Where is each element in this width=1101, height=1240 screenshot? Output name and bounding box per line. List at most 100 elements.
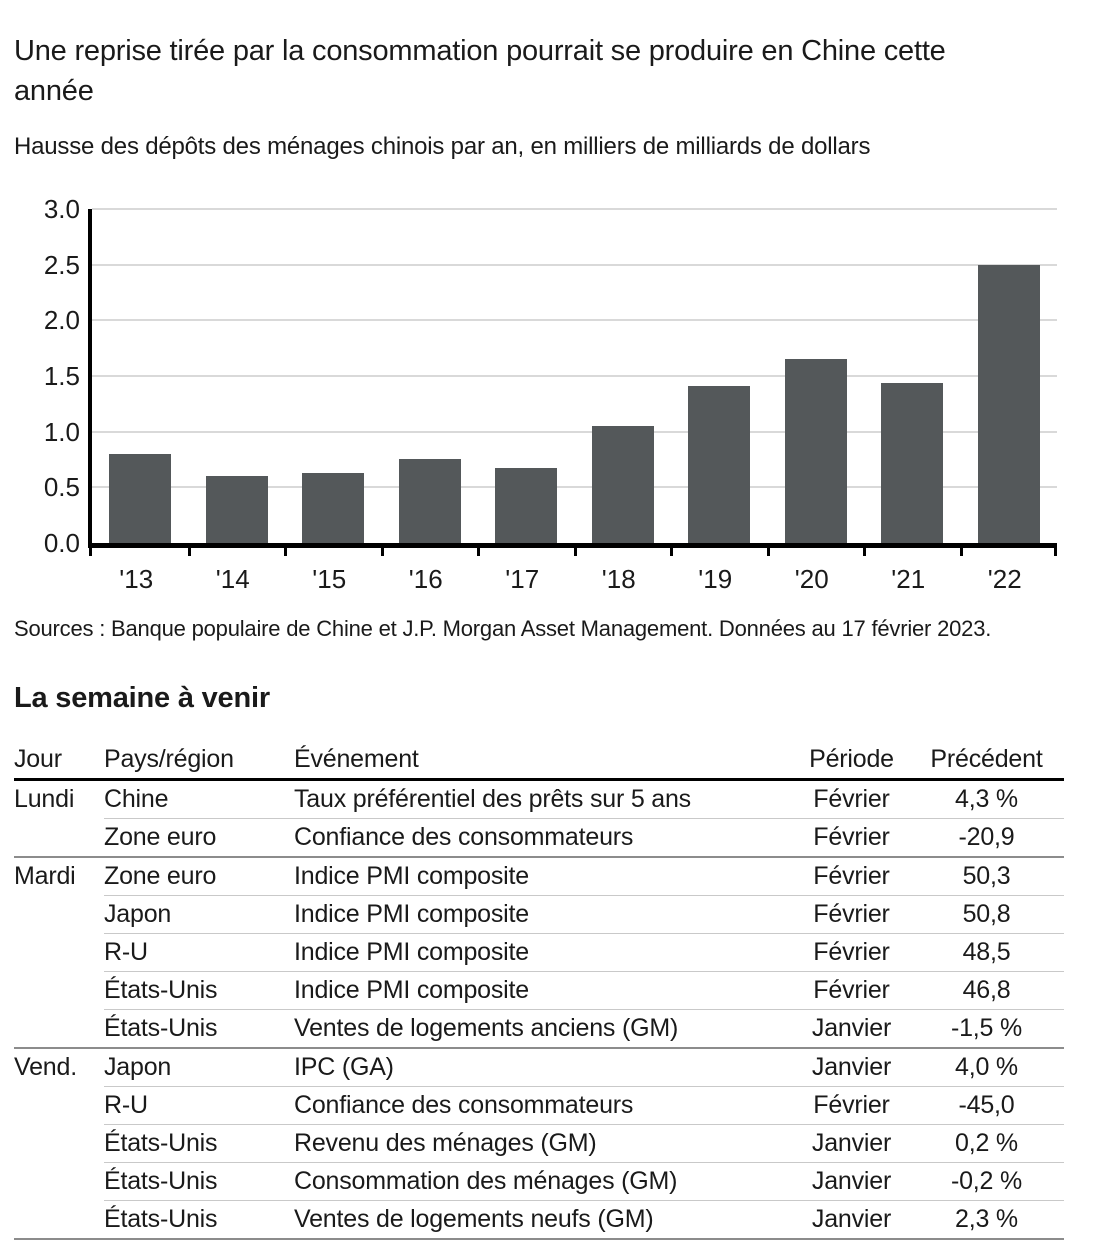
cell-region: Japon bbox=[104, 894, 294, 933]
bar-'16 bbox=[398, 459, 461, 543]
bar-'13 bbox=[109, 453, 172, 543]
bar-slot bbox=[961, 209, 1058, 543]
cell-event: Taux préférentiel des prêts sur 5 ans bbox=[294, 784, 691, 813]
chart-plot-area: 0.0 0.5 1.0 1.5 2.0 2.5 3.0 bbox=[44, 195, 1057, 557]
cell-event: Confiance des consommateurs bbox=[294, 1085, 794, 1124]
x-axis-tick bbox=[573, 547, 577, 556]
x-axis-tick bbox=[959, 547, 963, 556]
x-tick-label: '19 bbox=[698, 563, 733, 594]
cell-region: Zone euro bbox=[104, 817, 294, 856]
x-axis-tick bbox=[187, 547, 191, 556]
bar-slot bbox=[864, 209, 961, 543]
bar-chart: 0.0 0.5 1.0 1.5 2.0 2.5 3.0 '13 '14 '15 '16 '17 '18… bbox=[44, 195, 1065, 595]
cell-day bbox=[14, 895, 104, 933]
cell-previous: 48,5 bbox=[909, 932, 1064, 971]
y-tick-label: 2.5 bbox=[43, 249, 80, 280]
cell-previous: 50,3 bbox=[909, 855, 1064, 895]
gridline bbox=[92, 430, 1057, 433]
bars-container bbox=[92, 209, 1057, 543]
y-tick-label: 0.0 bbox=[43, 527, 80, 558]
bar-slot bbox=[189, 209, 286, 543]
cell-region: États-Unis bbox=[104, 1199, 294, 1238]
gridline bbox=[92, 486, 1057, 489]
x-axis-tick bbox=[1054, 547, 1057, 556]
cell-period: Février bbox=[794, 1085, 909, 1124]
cell-previous: 0,2 % bbox=[909, 1123, 1064, 1162]
table-row: R-U Indice PMI composite Février 48,5 bbox=[14, 932, 1064, 971]
cell-previous: -20,9 bbox=[909, 817, 1064, 856]
week-ahead-title: La semaine à venir bbox=[14, 681, 270, 714]
x-axis-tick bbox=[766, 547, 770, 556]
cell-period: Février bbox=[794, 894, 909, 933]
cell-period: Janvier bbox=[794, 1046, 909, 1086]
cell-previous: -1,5 % bbox=[909, 1008, 1064, 1047]
source-note: Sources : Banque populaire de Chine et J… bbox=[14, 615, 992, 641]
bar-slot bbox=[671, 209, 768, 543]
bar-'18 bbox=[591, 425, 654, 543]
table-row: Zone euro Confiance des consommateurs Fé… bbox=[14, 817, 1064, 856]
week-ahead-table: Jour Pays/région Événement Période Précé… bbox=[14, 741, 1064, 1240]
cell-day: Mardi bbox=[14, 855, 104, 895]
cell-day: Lundi bbox=[14, 784, 75, 813]
y-tick-label: 1.5 bbox=[43, 360, 80, 391]
table-row: États-Unis Ventes de logements anciens (… bbox=[14, 1008, 1064, 1047]
bar-slot bbox=[575, 209, 672, 543]
x-tick-label: '20 bbox=[794, 563, 829, 594]
x-tick-label: '14 bbox=[215, 563, 250, 594]
cell-event: Ventes de logements anciens (GM) bbox=[294, 1008, 794, 1047]
cell-previous: -0,2 % bbox=[909, 1161, 1064, 1200]
cell-previous: 50,8 bbox=[909, 894, 1064, 933]
cell-event: Indice PMI composite bbox=[294, 932, 794, 971]
cell-region: Japon bbox=[104, 1046, 294, 1086]
bar-'14 bbox=[205, 476, 268, 543]
table-body: Lundi Chine Taux préférentiel des prêts … bbox=[14, 781, 1064, 1238]
cell-day bbox=[14, 818, 104, 856]
cell-previous: -45,0 bbox=[909, 1085, 1064, 1124]
x-tick-label: '17 bbox=[505, 563, 540, 594]
cell-region: Zone euro bbox=[104, 855, 294, 895]
chart-x-axis-labels: '13 '14 '15 '16 '17 '18 '19 '20 '21 '22 bbox=[88, 564, 1053, 595]
bar-slot bbox=[285, 209, 382, 543]
cell-previous: 2,3 % bbox=[909, 1199, 1064, 1238]
x-tick-label: '13 bbox=[119, 563, 154, 594]
cell-previous: 4,0 % bbox=[909, 1046, 1064, 1086]
gridline bbox=[92, 319, 1057, 322]
column-header-region: Pays/région bbox=[104, 744, 234, 773]
cell-period: Janvier bbox=[794, 1199, 909, 1238]
y-tick-label: 2.0 bbox=[43, 305, 80, 336]
x-axis-tick bbox=[284, 547, 287, 556]
cell-period: Février bbox=[813, 784, 890, 813]
cell-period: Février bbox=[794, 970, 909, 1009]
cell-day bbox=[14, 933, 104, 971]
cell-event: Indice PMI composite bbox=[294, 894, 794, 933]
bar-'22 bbox=[977, 264, 1040, 543]
cell-region: États-Unis bbox=[104, 970, 294, 1009]
table-row: Mardi Zone euro Indice PMI composite Fév… bbox=[14, 855, 1064, 895]
bar-slot bbox=[768, 209, 865, 543]
x-tick-label: '15 bbox=[312, 563, 347, 594]
x-axis-tick bbox=[477, 547, 480, 556]
cell-day bbox=[14, 1009, 104, 1047]
gridline bbox=[92, 374, 1057, 377]
cell-day bbox=[14, 1086, 104, 1124]
cell-region: États-Unis bbox=[104, 1123, 294, 1162]
cell-event: Confiance des consommateurs bbox=[294, 817, 794, 856]
table-row: États-Unis Indice PMI composite Février … bbox=[14, 970, 1064, 1009]
table-row: Vend. Japon IPC (GA) Janvier 4,0 % bbox=[14, 1046, 1064, 1086]
x-tick-label: '18 bbox=[601, 563, 636, 594]
cell-event: IPC (GA) bbox=[294, 1046, 794, 1086]
bar-'20 bbox=[784, 359, 847, 543]
x-axis-tick bbox=[863, 547, 866, 556]
bar-'21 bbox=[881, 382, 944, 543]
bar-slot bbox=[382, 209, 479, 543]
table-row: États-Unis Consommation des ménages (GM)… bbox=[14, 1161, 1064, 1200]
y-tick-label: 1.0 bbox=[43, 416, 80, 447]
cell-event: Revenu des ménages (GM) bbox=[294, 1123, 794, 1162]
x-tick-label: '21 bbox=[891, 563, 926, 594]
cell-day bbox=[14, 1124, 104, 1162]
bar-'19 bbox=[688, 385, 751, 543]
gridline bbox=[92, 263, 1057, 266]
x-tick-label: '22 bbox=[987, 563, 1022, 594]
y-tick-label: 3.0 bbox=[43, 193, 80, 224]
column-header-previous: Précédent bbox=[930, 744, 1043, 773]
